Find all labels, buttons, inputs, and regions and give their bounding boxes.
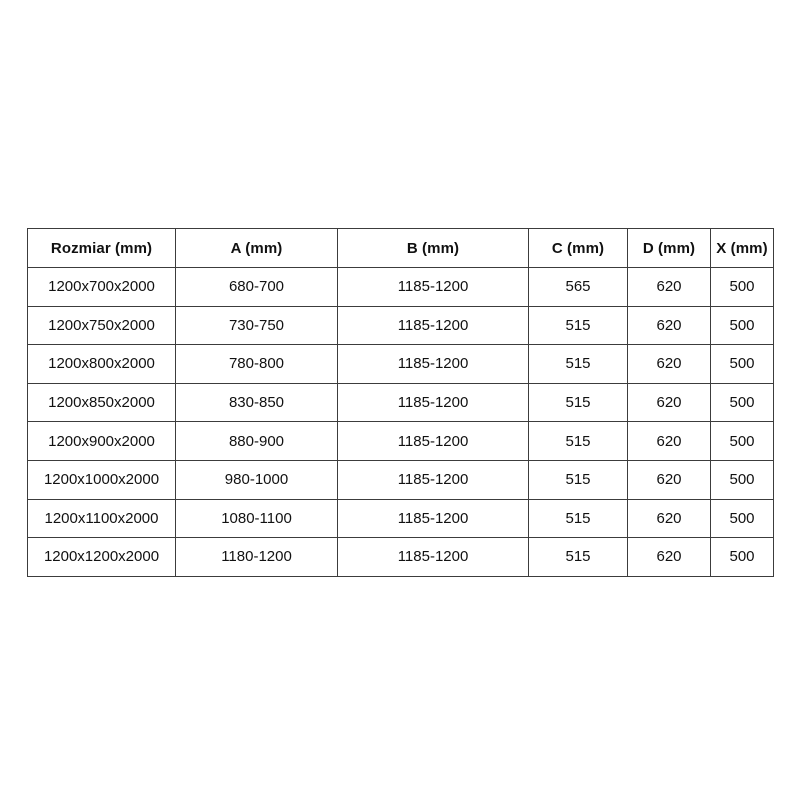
cell-d: 620 xyxy=(627,382,711,423)
cell-d: 620 xyxy=(627,421,711,461)
cell-c: 515 xyxy=(528,344,628,384)
cell-a: 880-900 xyxy=(175,421,338,461)
cell-a: 780-800 xyxy=(175,344,338,384)
cell-rozmiar: 1200x1000x2000 xyxy=(27,459,176,500)
column-header-d: D (mm) xyxy=(627,228,711,268)
cell-x: 500 xyxy=(710,459,774,500)
column-header-rozmiar: Rozmiar (mm) xyxy=(27,228,176,268)
cell-rozmiar: 1200x1100x2000 xyxy=(27,498,176,539)
column-header-b: B (mm) xyxy=(337,228,529,268)
cell-d: 620 xyxy=(627,267,711,307)
table-row: 1200x1200x2000 1180-1200 1185-1200 515 6… xyxy=(27,537,774,577)
cell-a: 1080-1100 xyxy=(175,498,338,539)
cell-rozmiar: 1200x700x2000 xyxy=(27,267,176,307)
specification-table: Rozmiar (mm) A (mm) B (mm) C (mm) D (mm)… xyxy=(27,228,774,577)
column-header-x: X (mm) xyxy=(710,228,774,268)
cell-rozmiar: 1200x1200x2000 xyxy=(27,537,176,577)
table-row: 1200x1000x2000 980-1000 1185-1200 515 62… xyxy=(27,459,774,500)
table-row: 1200x900x2000 880-900 1185-1200 515 620 … xyxy=(27,421,774,461)
cell-c: 515 xyxy=(528,459,628,500)
table-header-row: Rozmiar (mm) A (mm) B (mm) C (mm) D (mm)… xyxy=(27,228,774,268)
cell-c: 515 xyxy=(528,537,628,577)
cell-b: 1185-1200 xyxy=(337,537,529,577)
cell-a: 830-850 xyxy=(175,382,338,423)
cell-x: 500 xyxy=(710,382,774,423)
cell-d: 620 xyxy=(627,459,711,500)
cell-c: 515 xyxy=(528,382,628,423)
cell-rozmiar: 1200x900x2000 xyxy=(27,421,176,461)
table-row: 1200x800x2000 780-800 1185-1200 515 620 … xyxy=(27,344,774,384)
cell-x: 500 xyxy=(710,344,774,384)
cell-x: 500 xyxy=(710,305,774,346)
cell-c: 515 xyxy=(528,421,628,461)
cell-c: 565 xyxy=(528,267,628,307)
cell-a: 1180-1200 xyxy=(175,537,338,577)
cell-b: 1185-1200 xyxy=(337,382,529,423)
column-header-c: C (mm) xyxy=(528,228,628,268)
cell-x: 500 xyxy=(710,498,774,539)
table-row: 1200x700x2000 680-700 1185-1200 565 620 … xyxy=(27,267,774,307)
table-body: 1200x700x2000 680-700 1185-1200 565 620 … xyxy=(27,267,774,577)
cell-b: 1185-1200 xyxy=(337,305,529,346)
table-row: 1200x1100x2000 1080-1100 1185-1200 515 6… xyxy=(27,498,774,539)
column-header-a: A (mm) xyxy=(175,228,338,268)
cell-c: 515 xyxy=(528,498,628,539)
cell-x: 500 xyxy=(710,267,774,307)
cell-rozmiar: 1200x850x2000 xyxy=(27,382,176,423)
table-row: 1200x750x2000 730-750 1185-1200 515 620 … xyxy=(27,305,774,346)
cell-b: 1185-1200 xyxy=(337,344,529,384)
cell-a: 680-700 xyxy=(175,267,338,307)
table-row: 1200x850x2000 830-850 1185-1200 515 620 … xyxy=(27,382,774,423)
cell-x: 500 xyxy=(710,537,774,577)
cell-x: 500 xyxy=(710,421,774,461)
cell-b: 1185-1200 xyxy=(337,459,529,500)
cell-rozmiar: 1200x800x2000 xyxy=(27,344,176,384)
cell-a: 730-750 xyxy=(175,305,338,346)
cell-b: 1185-1200 xyxy=(337,498,529,539)
cell-b: 1185-1200 xyxy=(337,421,529,461)
spec-table-container: Rozmiar (mm) A (mm) B (mm) C (mm) D (mm)… xyxy=(27,228,774,577)
cell-d: 620 xyxy=(627,537,711,577)
cell-d: 620 xyxy=(627,344,711,384)
cell-rozmiar: 1200x750x2000 xyxy=(27,305,176,346)
cell-b: 1185-1200 xyxy=(337,267,529,307)
cell-c: 515 xyxy=(528,305,628,346)
table-header: Rozmiar (mm) A (mm) B (mm) C (mm) D (mm)… xyxy=(27,228,774,268)
cell-d: 620 xyxy=(627,305,711,346)
cell-a: 980-1000 xyxy=(175,459,338,500)
cell-d: 620 xyxy=(627,498,711,539)
